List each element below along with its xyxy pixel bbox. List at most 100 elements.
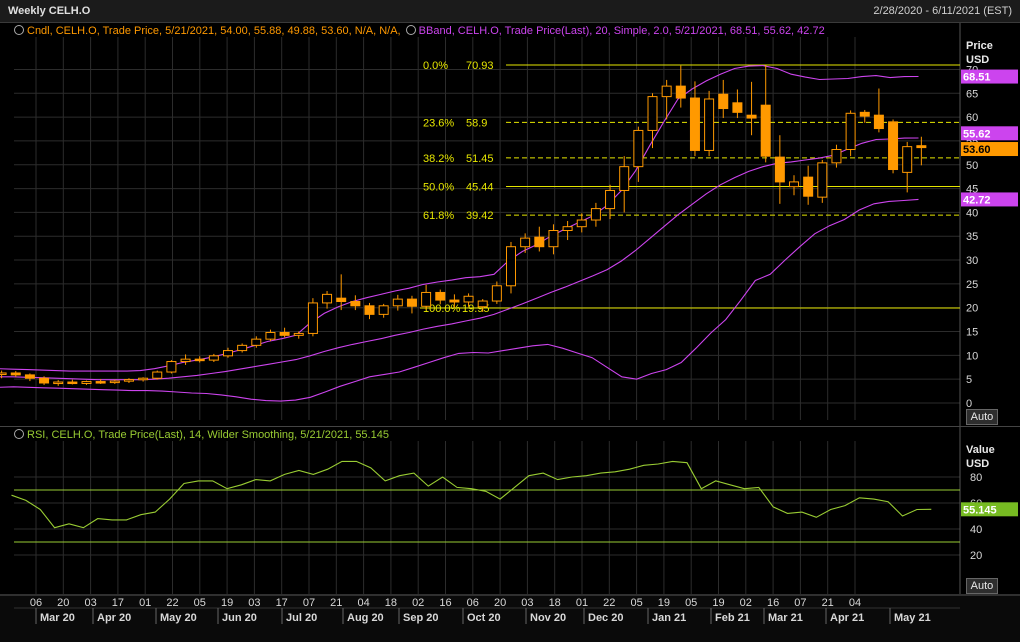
rsi-auto-button[interactable]: Auto: [966, 578, 998, 594]
candle-body: [152, 371, 163, 379]
candle-body: [491, 285, 502, 302]
window-titlebar: Weekly CELH.O 2/28/2020 - 6/11/2021 (EST…: [0, 0, 1020, 23]
price-legend-row: Cndl, CELH.O, Trade Price, 5/21/2021, 54…: [14, 25, 825, 37]
x-day-tick-label: 05: [630, 597, 642, 609]
rsi-line: [11, 460, 932, 529]
x-month-label: Mar 21: [768, 612, 803, 624]
candle-body: [208, 355, 219, 361]
x-axis: 06 20 03 17 01 22 05 19 03 17 07 21 04 18 02 16 06 20 03 18…: [0, 594, 1020, 642]
candle-body: [0, 372, 7, 375]
x-month-label: Oct 20: [467, 612, 501, 624]
x-day-tick-label: 21: [330, 597, 342, 609]
candle-body: [506, 246, 517, 287]
x-day-tick-label: 04: [849, 597, 861, 609]
date-range[interactable]: 2/28/2020 - 6/11/2021 (EST): [873, 5, 1012, 17]
x-day-tick-label: 02: [412, 597, 424, 609]
x-day-tick-label: 18: [549, 597, 561, 609]
rsi-pane[interactable]: RSI, CELH.O, Trade Price(Last), 14, Wild…: [0, 426, 1020, 595]
x-day-tick-label: 17: [112, 597, 124, 609]
price-tick-label: 25: [966, 279, 978, 291]
candle-body: [576, 219, 587, 228]
x-month-label: Sep 20: [403, 612, 438, 624]
toggle-circle-icon[interactable]: [14, 429, 24, 439]
rsi-last-tag: 55.145: [961, 502, 1018, 517]
x-axis-bg: [0, 594, 1020, 642]
x-day-tick-label: 01: [139, 597, 151, 609]
x-day-tick-label: 16: [767, 597, 779, 609]
fib-value-label: 39.42: [466, 210, 494, 222]
candle-body: [888, 121, 899, 171]
candle-body: [902, 146, 913, 173]
x-day-tick-label: 01: [576, 597, 588, 609]
value-tag-bg: [961, 192, 1018, 207]
fib-value-label: 51.45: [466, 153, 494, 165]
x-month-label: Mar 20: [40, 612, 75, 624]
candle-body: [265, 331, 276, 340]
fib-pct-label: 50.0%: [423, 181, 454, 193]
x-day-tick-label: 03: [248, 597, 260, 609]
candle-body: [223, 350, 234, 357]
candle-body: [661, 85, 672, 98]
x-day-tick-label: 03: [84, 597, 96, 609]
rsi-legend[interactable]: RSI, CELH.O, Trade Price(Last), 14, Wild…: [27, 429, 389, 441]
candle-body: [831, 149, 842, 164]
candle-body: [307, 302, 318, 334]
value-tag-text: 55.62: [963, 128, 991, 140]
candle-body: [421, 291, 432, 307]
candle-body: [435, 291, 446, 301]
x-day-tick-label: 22: [603, 597, 615, 609]
price-chart[interactable]: 05101520253035404550556065700.0%70.9323.…: [0, 23, 1020, 426]
toggle-circle-icon[interactable]: [14, 25, 24, 35]
value-tag-text: 42.72: [963, 194, 991, 206]
x-day-tick-label: 16: [439, 597, 451, 609]
x-day-tick-label: 20: [494, 597, 506, 609]
fib-pct-label: 0.0%: [423, 60, 448, 72]
price-auto-button[interactable]: Auto: [966, 409, 998, 425]
fib-value-label: 45.44: [466, 181, 494, 193]
candle-body: [293, 332, 304, 336]
candle-body: [406, 298, 417, 307]
price-tick-label: 30: [966, 255, 978, 267]
candle-body: [817, 162, 828, 198]
toggle-circle-icon[interactable]: [405, 25, 416, 35]
x-month-label: Apr 21: [830, 612, 864, 624]
price-tick-label: 15: [966, 327, 978, 339]
fib-pct-label: 100.0%: [423, 303, 461, 315]
value-tag-bg: [961, 502, 1018, 517]
value-tag-text: 68.51: [963, 72, 991, 84]
price-axis-unit: USD: [966, 54, 990, 66]
candle-body: [53, 381, 64, 385]
candle-body: [67, 381, 78, 385]
candle-body: [463, 295, 474, 303]
x-day-tick-label: 07: [794, 597, 806, 609]
candle-body: [619, 166, 630, 191]
bband-legend[interactable]: BBand, CELH.O, Trade Price(Last), 20, Si…: [418, 25, 825, 37]
x-day-tick-label: 02: [740, 597, 752, 609]
candle-body: [873, 114, 884, 130]
candle-body: [534, 236, 545, 248]
value-tag-text: 53.60: [963, 144, 991, 156]
candle-body: [166, 361, 177, 373]
x-day-tick-label: 03: [521, 597, 533, 609]
price-pane[interactable]: Cndl, CELH.O, Trade Price, 5/21/2021, 54…: [0, 23, 1020, 426]
x-day-tick-label: 17: [276, 597, 288, 609]
candle-body: [123, 379, 134, 382]
price-axis-title: Price: [966, 40, 993, 52]
price-tick-label: 60: [966, 112, 978, 124]
x-day-tick-label: 05: [194, 597, 206, 609]
rsi-tick-label: 40: [970, 524, 982, 536]
price-tick-label: 40: [966, 207, 978, 219]
x-day-tick-label: 19: [221, 597, 233, 609]
x-month-label: Feb 21: [715, 612, 750, 624]
candle-legend[interactable]: Cndl, CELH.O, Trade Price, 5/21/2021, 54…: [27, 25, 401, 37]
last-price-tag: 53.60: [961, 142, 1018, 157]
lower-band-tag: 42.72: [961, 192, 1018, 207]
bband-lower-line: [0, 198, 919, 402]
price-tick-label: 50: [966, 160, 978, 172]
value-tag-bg: [961, 69, 1018, 84]
value-tag-bg: [961, 142, 1018, 157]
bband-upper-line: [0, 65, 919, 372]
fib-pct-label: 61.8%: [423, 210, 454, 222]
upper-band-tag: 68.51: [961, 69, 1018, 84]
rsi-chart[interactable]: 2040608055.145: [0, 427, 1020, 595]
